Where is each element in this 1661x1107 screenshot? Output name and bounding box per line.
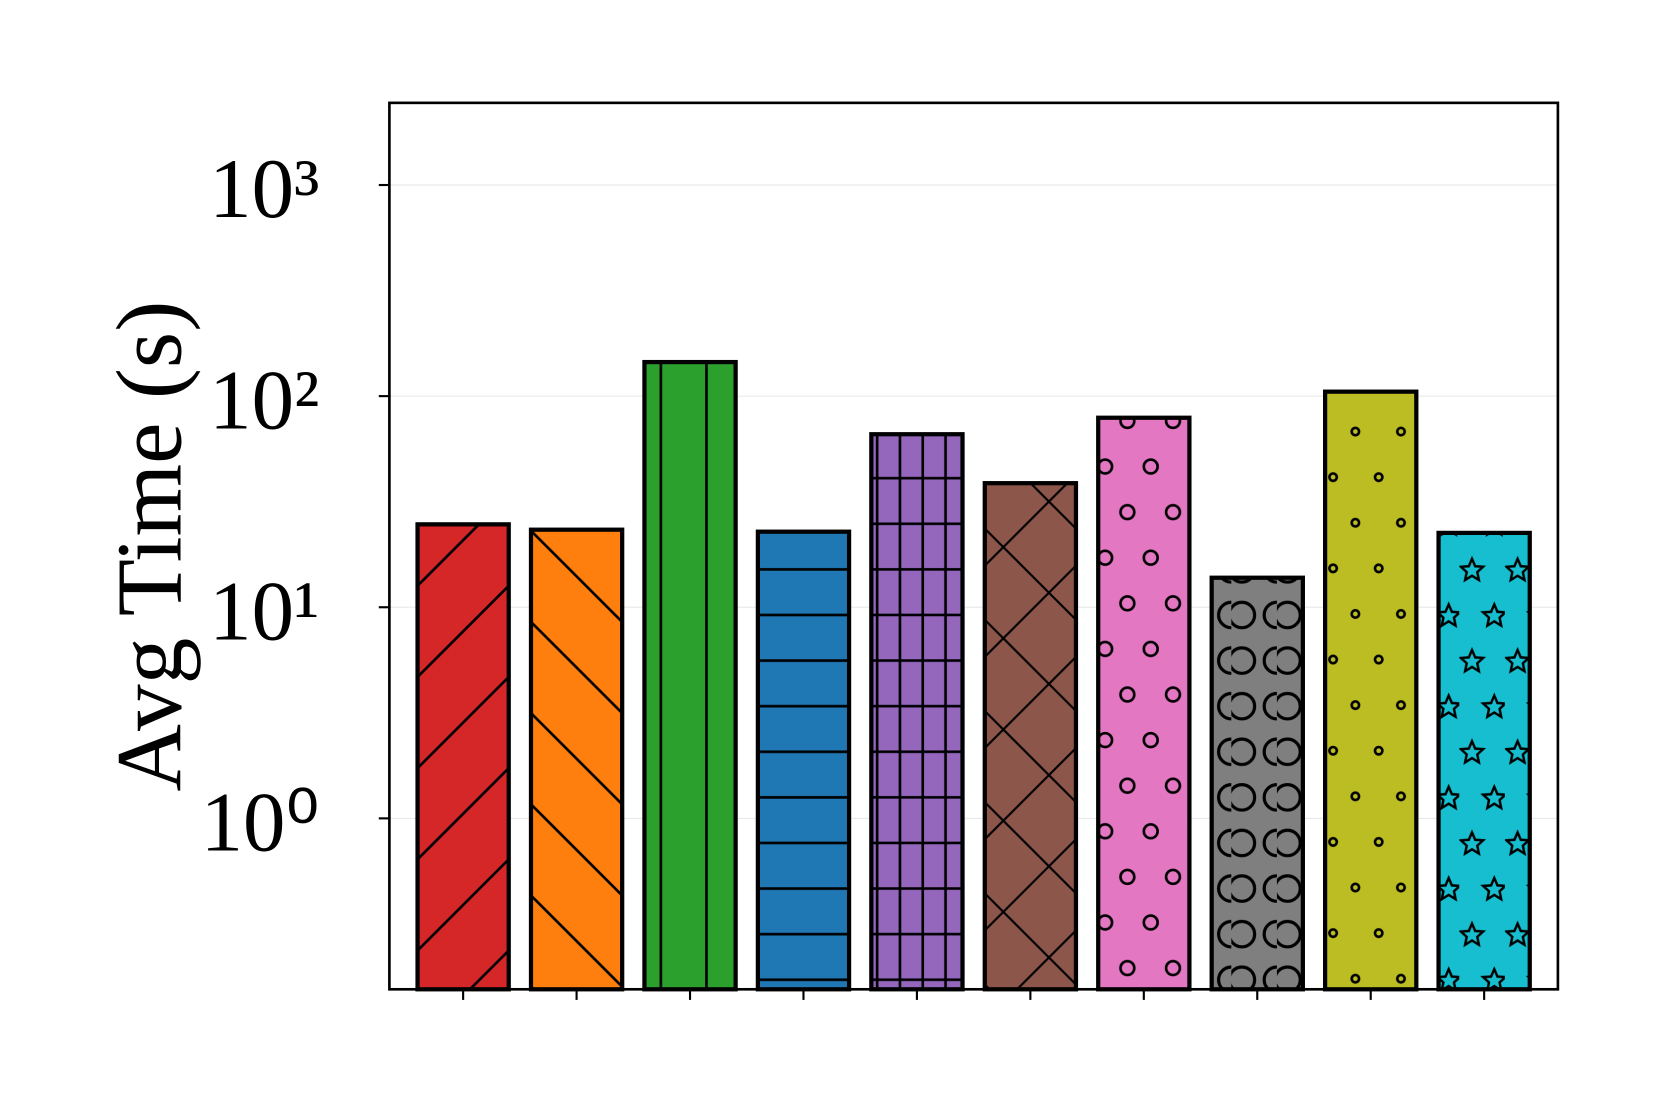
bar-hatch [755,529,852,992]
y-tick-label: 10⁰ [201,776,320,870]
bar-hatch [982,481,1079,992]
y-tick-label: 10³ [209,142,319,236]
y-tick-label: 10² [209,353,319,447]
plot-frame [388,101,1560,991]
bar-hatch [869,432,965,992]
y-axis-label: Avg Time (s) [99,301,202,792]
bar-hatch [1209,575,1305,992]
bar-hatch [1096,415,1192,992]
bar-hatch [642,359,738,992]
bar-hatch [528,527,625,992]
bar-hatch [1322,389,1419,992]
y-tick-label: 10¹ [209,564,319,658]
bar-hatch [415,522,511,992]
bar-hatch [1436,530,1532,992]
